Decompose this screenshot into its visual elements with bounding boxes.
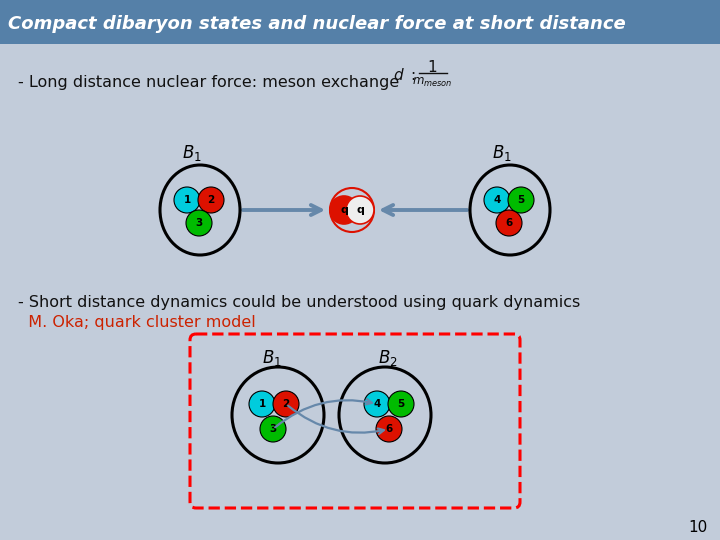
Text: 2: 2	[282, 399, 289, 409]
Text: - Short distance dynamics could be understood using quark dynamics: - Short distance dynamics could be under…	[18, 294, 580, 309]
Circle shape	[273, 391, 299, 417]
Text: $B_2$: $B_2$	[378, 348, 398, 368]
Bar	[0, 0, 720, 44]
Text: $d\ :$: $d\ :$	[393, 67, 416, 83]
Circle shape	[260, 416, 286, 442]
Text: - Long distance nuclear force: meson exchange: - Long distance nuclear force: meson exc…	[18, 75, 400, 90]
Circle shape	[249, 391, 275, 417]
Text: 6: 6	[505, 218, 513, 228]
Text: 3: 3	[195, 218, 202, 228]
Text: 1: 1	[258, 399, 266, 409]
Text: Compact dibaryon states and nuclear force at short distance: Compact dibaryon states and nuclear forc…	[8, 15, 626, 33]
Text: 3: 3	[269, 424, 276, 434]
Text: 1: 1	[427, 60, 437, 76]
Circle shape	[186, 210, 212, 236]
Circle shape	[346, 196, 374, 224]
Text: q: q	[356, 205, 364, 215]
Text: 1: 1	[184, 195, 191, 205]
Text: $B_1$: $B_1$	[492, 143, 512, 163]
Text: q: q	[340, 205, 348, 215]
Text: 5: 5	[518, 195, 525, 205]
Text: $m_{meson}$: $m_{meson}$	[412, 76, 452, 89]
Circle shape	[330, 196, 358, 224]
Text: 5: 5	[397, 399, 405, 409]
Text: $B_1$: $B_1$	[182, 143, 202, 163]
Text: 4: 4	[493, 195, 500, 205]
Circle shape	[198, 187, 224, 213]
Circle shape	[508, 187, 534, 213]
Text: $B_1$: $B_1$	[262, 348, 282, 368]
Circle shape	[364, 391, 390, 417]
Text: 2: 2	[207, 195, 215, 205]
Text: M. Oka; quark cluster model: M. Oka; quark cluster model	[18, 315, 256, 330]
Text: 4: 4	[373, 399, 381, 409]
Circle shape	[484, 187, 510, 213]
Circle shape	[174, 187, 200, 213]
Circle shape	[388, 391, 414, 417]
Circle shape	[496, 210, 522, 236]
Circle shape	[376, 416, 402, 442]
Text: 6: 6	[385, 424, 392, 434]
Text: 10: 10	[688, 521, 708, 536]
